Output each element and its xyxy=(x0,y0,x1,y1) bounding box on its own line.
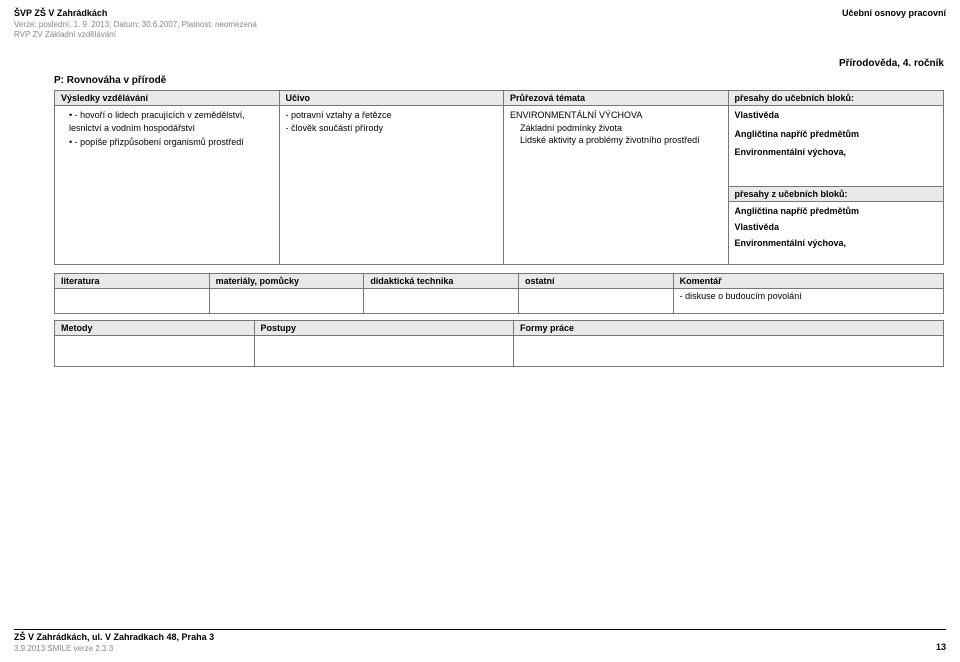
header-right: Učební osnovy pracovní xyxy=(842,8,946,40)
header-title: ŠVP ZŠ V Zahrádkách xyxy=(14,8,257,20)
res-cell xyxy=(210,289,364,313)
overlap-to-line: Angličtina napříč předmětům xyxy=(735,128,942,140)
res-cell-comment: - diskuse o budoucím povolání xyxy=(674,289,943,313)
header-sub1: Verze: poslední, 1. 9. 2013, Datum: 30.6… xyxy=(14,20,257,30)
main-table: Výsledky vzdělávání Učivo Průřezová téma… xyxy=(54,90,944,265)
footer-page-number: 13 xyxy=(936,642,946,654)
outcome-item: - hovoří o lidech pracujících v zeměděls… xyxy=(69,109,273,133)
col-header-overlaps-to: přesahy do učebních bloků: xyxy=(729,91,944,105)
meth-header-forms: Formy práce xyxy=(514,321,943,336)
overlap-from-line: Vlastivěda xyxy=(735,222,938,232)
footer-title: ZŠ V Zahrádkách, ul. V Zahradkach 48, Pr… xyxy=(14,632,214,644)
res-header-materials: materiály, pomůcky xyxy=(210,274,364,289)
res-cell xyxy=(364,289,518,313)
res-header-didactic: didaktická technika xyxy=(364,274,518,289)
overlap-to-line: Environmentální výchova, xyxy=(735,146,942,158)
col-header-curriculum: Učivo xyxy=(280,91,505,105)
res-cell xyxy=(519,289,673,313)
overlap-to-line: Vlastivěda xyxy=(735,109,942,121)
cell-topics: ENVIRONMENTÁLNÍ VÝCHOVA Základní podmínk… xyxy=(504,106,729,186)
cell-overlaps-to: Vlastivěda Angličtina napříč předmětům E… xyxy=(729,106,944,186)
sub-row: přesahy z učebních bloků: Angličtina nap… xyxy=(55,186,943,264)
meth-cell xyxy=(55,336,254,366)
topic-line: Základní podmínky života xyxy=(520,122,722,134)
col-header-outcomes: Výsledky vzdělávání xyxy=(55,91,280,105)
section-title: P: Rovnováha v přírodě xyxy=(54,75,946,86)
overlap-from-line: Angličtina napříč předmětům xyxy=(735,206,938,216)
curriculum-line: - potravní vztahy a řetězce xyxy=(286,109,498,121)
res-cell xyxy=(55,289,209,313)
table-body-row: - hovoří o lidech pracujících v zeměděls… xyxy=(55,106,943,186)
overlap-from-line: Environmentální výchova, xyxy=(735,238,938,248)
meth-header-methods: Metody xyxy=(55,321,254,336)
methods-table: Metody Postupy Formy práce xyxy=(54,320,944,367)
page-footer: ZŠ V Zahrádkách, ul. V Zahradkach 48, Pr… xyxy=(14,629,946,654)
header-sub2: RVP ZV Základní vzdělávání xyxy=(14,30,257,40)
meth-cell xyxy=(255,336,513,366)
topic-line: Lidské aktivity a problémy životního pro… xyxy=(520,134,722,146)
footer-version: 3.9.2013 SMILE verze 2.3.3 xyxy=(14,644,214,654)
subject-line: Přírodověda, 4. ročník xyxy=(14,58,946,69)
meth-cell xyxy=(514,336,943,366)
curriculum-line: - člověk součástí přírody xyxy=(286,122,498,134)
meth-header-procedures: Postupy xyxy=(255,321,513,336)
res-header-comment: Komentář xyxy=(674,274,943,289)
col-header-overlaps-from: přesahy z učebních bloků: xyxy=(729,186,944,202)
overlaps-from-block: přesahy z učebních bloků: Angličtina nap… xyxy=(729,186,944,264)
cell-outcomes: - hovoří o lidech pracujících v zeměděls… xyxy=(55,106,280,186)
res-header-literature: literatura xyxy=(55,274,209,289)
topic-title: ENVIRONMENTÁLNÍ VÝCHOVA xyxy=(510,109,722,121)
table-header-row: Výsledky vzdělávání Učivo Průřezová téma… xyxy=(55,91,943,106)
resources-table: literatura materiály, pomůcky didaktická… xyxy=(54,273,944,314)
cell-curriculum: - potravní vztahy a řetězce - člověk sou… xyxy=(280,106,505,186)
outcome-item: - popíše přizpůsobení organismů prostřed… xyxy=(69,136,273,148)
col-header-topics: Průřezová témata xyxy=(504,91,729,105)
header-left: ŠVP ZŠ V Zahrádkách Verze: poslední, 1. … xyxy=(14,8,257,40)
res-header-other: ostatní xyxy=(519,274,673,289)
